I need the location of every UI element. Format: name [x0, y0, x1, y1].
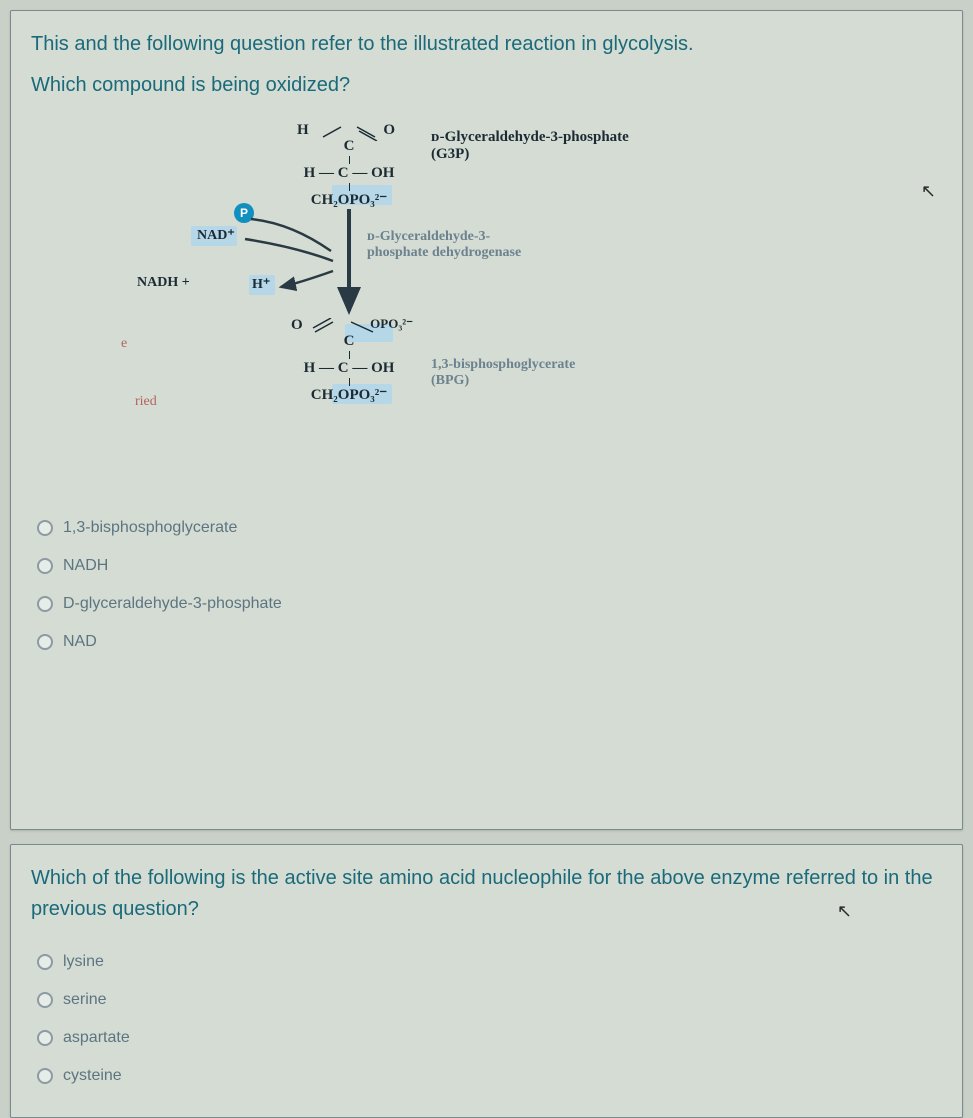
radio-icon[interactable] [37, 634, 53, 650]
diagram-arrows [31, 111, 671, 491]
q2-option-4-label: cysteine [63, 1067, 122, 1085]
reaction-diagram: H O C H — C — OH CH₂OPO₃²⁻ ᴅ-Glyceraldeh… [31, 111, 942, 491]
q1-line1: This and the following question refer to… [31, 29, 942, 60]
bpg-bond1 [349, 351, 350, 359]
radio-icon[interactable] [37, 1030, 53, 1046]
q1-option-2-label: NADH [63, 557, 108, 575]
radio-icon[interactable] [37, 992, 53, 1008]
label-bpg-l1: 1,3-bisphosphoglycerate [431, 357, 575, 373]
q1-option-4-label: NAD [63, 633, 97, 651]
q2-option-3[interactable]: aspartate [31, 1019, 942, 1057]
molecule-bpg: O OPO₃²⁻ C H — C — OH CH₂OPO₃²⁻ [285, 316, 413, 404]
cursor-icon: ↖ [921, 181, 936, 202]
q2-option-2-label: serine [63, 991, 107, 1009]
cursor-icon-2: ↖ [837, 901, 852, 922]
bpg-ch2opo: CH₂OPO₃²⁻ [285, 386, 413, 405]
q1-option-4[interactable]: NAD [31, 623, 942, 661]
q1-option-2[interactable]: NADH [31, 547, 942, 585]
label-bpg: 1,3-bisphosphoglycerate (BPG) [431, 357, 575, 389]
q2-options: lysine serine aspartate cysteine [31, 943, 942, 1095]
q2-option-3-label: aspartate [63, 1029, 130, 1047]
q1-option-3[interactable]: D-glyceraldehyde-3-phosphate [31, 585, 942, 623]
bpg-choh: H — C — OH [285, 359, 413, 378]
q2-option-1[interactable]: lysine [31, 943, 942, 981]
bpg-bond2 [349, 378, 350, 386]
radio-icon[interactable] [37, 520, 53, 536]
question-2-panel: Which of the following is the active sit… [10, 844, 963, 1118]
radio-icon[interactable] [37, 596, 53, 612]
label-bpg-l2: (BPG) [431, 373, 575, 389]
q1-line2: Which compound is being oxidized? [31, 70, 942, 101]
radio-icon[interactable] [37, 954, 53, 970]
q1-option-3-label: D-glyceraldehyde-3-phosphate [63, 595, 282, 613]
q2-option-1-label: lysine [63, 953, 104, 971]
bpg-bonds [311, 318, 379, 336]
bpg-O: O [291, 316, 303, 335]
q2-option-4[interactable]: cysteine [31, 1057, 942, 1095]
q2-text: Which of the following is the active sit… [31, 863, 942, 925]
radio-icon[interactable] [37, 558, 53, 574]
q2-option-2[interactable]: serine [31, 981, 942, 1019]
question-1-panel: This and the following question refer to… [10, 10, 963, 830]
q1-options: 1,3-bisphosphoglycerate NADH D-glycerald… [31, 509, 942, 661]
q1-option-1[interactable]: 1,3-bisphosphoglycerate [31, 509, 942, 547]
q1-option-1-label: 1,3-bisphosphoglycerate [63, 519, 237, 537]
radio-icon[interactable] [37, 1068, 53, 1084]
